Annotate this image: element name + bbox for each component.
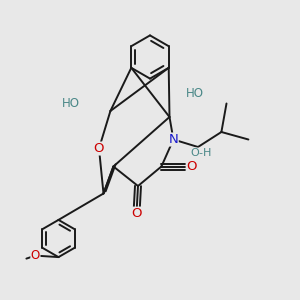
Text: O: O — [186, 160, 197, 173]
Text: O: O — [31, 249, 40, 262]
Text: O: O — [131, 207, 142, 220]
Text: N: N — [169, 133, 178, 146]
Text: HO: HO — [61, 97, 80, 110]
Text: O: O — [94, 142, 104, 155]
Text: O-H: O-H — [190, 148, 212, 158]
Text: HO: HO — [185, 87, 203, 100]
